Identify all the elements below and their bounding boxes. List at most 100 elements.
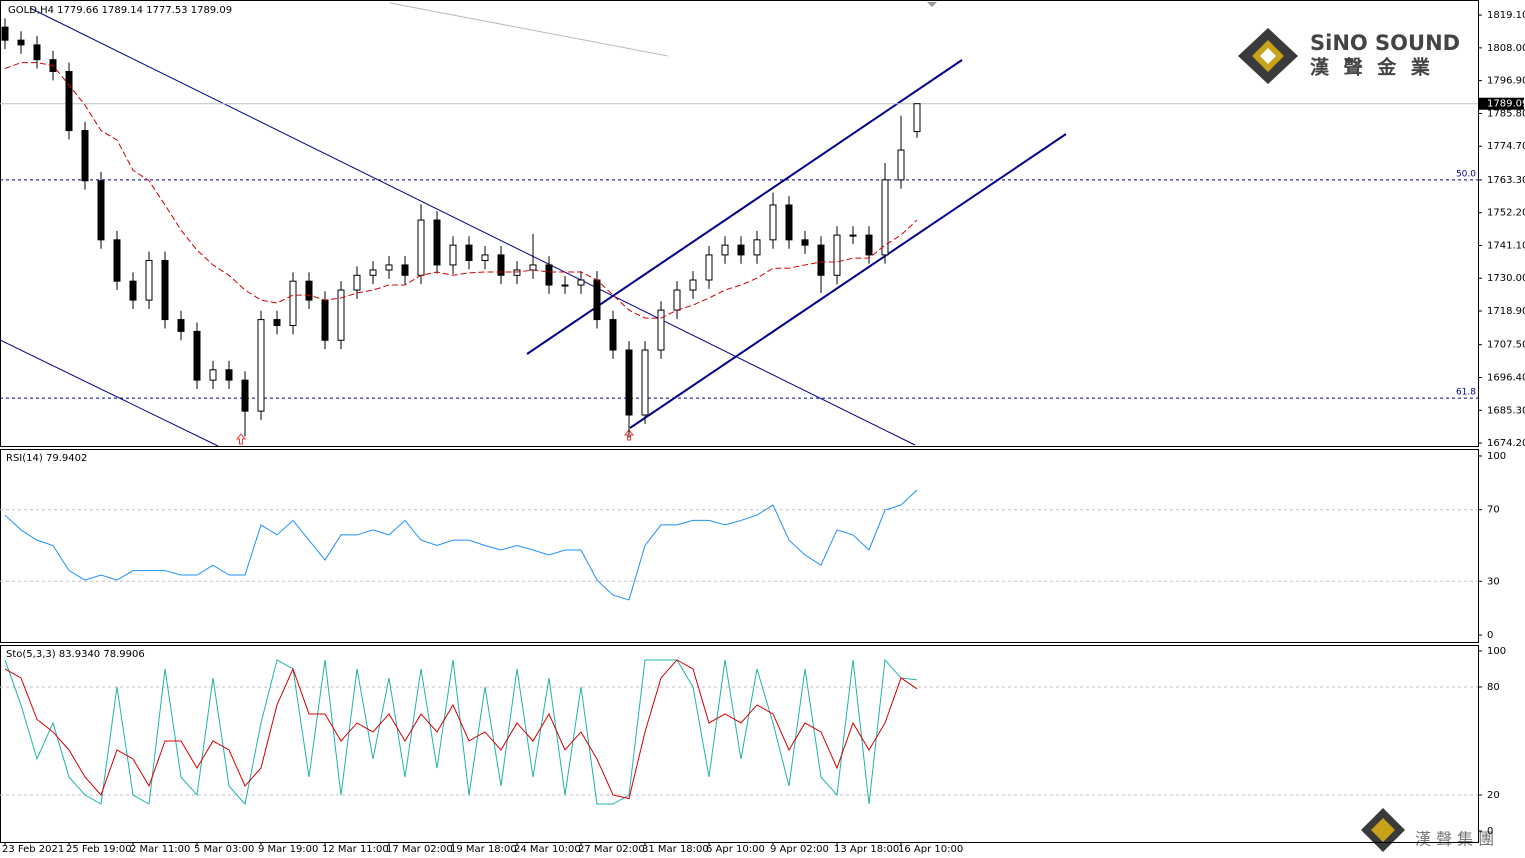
x-tick-label: 27 Mar 02:00 (578, 844, 645, 855)
candle-body (561, 284, 569, 287)
marker (927, 2, 937, 7)
y-tick-label: 100 (1487, 646, 1506, 657)
y-tick-label: 0 (1487, 630, 1493, 641)
watermark-name: SiNO SOUND (1310, 31, 1460, 55)
drawn-line (389, 2, 669, 57)
x-tick-label: 25 Feb 19:00 (66, 844, 132, 855)
candle-body (801, 239, 809, 246)
candle-body (817, 244, 825, 276)
candle-body (97, 180, 105, 241)
y-tick-label: 1819.10 (1487, 10, 1525, 21)
candle-body (337, 289, 345, 341)
indicator-line (4, 658, 918, 806)
chart-title: GOLD,H4 1779.66 1789.14 1777.53 1789.09 (8, 5, 232, 16)
candle-body (369, 269, 377, 276)
candle-body (737, 244, 745, 256)
candle-body (273, 319, 281, 326)
candle-body (689, 279, 697, 291)
candle-body (833, 234, 841, 276)
panel-title: RSI(14) 79.9402 (6, 453, 87, 464)
trendline (29, 7, 916, 446)
x-tick-label: 6 Apr 10:00 (706, 844, 765, 855)
y-tick-label: 100 (1487, 451, 1506, 462)
candle-body (145, 260, 153, 301)
panel-frame (0, 449, 1479, 643)
candle-body (193, 330, 201, 381)
candle-body (241, 379, 249, 412)
candle-body (209, 369, 217, 381)
candle-body (449, 244, 457, 266)
x-tick-label: 16 Apr 10:00 (898, 844, 963, 855)
candle-body (321, 299, 329, 341)
candle-body (513, 269, 521, 276)
x-tick-label: 13 Apr 18:00 (834, 844, 899, 855)
y-tick-label: 30 (1487, 576, 1500, 587)
indicator-line (4, 659, 918, 800)
candle-body (257, 319, 265, 412)
candle-body (673, 289, 681, 311)
candle-body (593, 279, 601, 321)
x-tick-label: 17 Mar 02:00 (386, 844, 453, 855)
y-tick-label: 0 (1487, 826, 1493, 837)
last-price-label: 1789.09 (1487, 99, 1525, 110)
candle-body (657, 309, 665, 351)
x-tick-label: 9 Mar 19:00 (258, 844, 318, 855)
y-tick-label: 1685.30 (1487, 405, 1525, 416)
y-tick-label: 1808.00 (1487, 43, 1525, 54)
candle-body (289, 280, 297, 326)
candle-body (305, 280, 313, 301)
panel-title: Sto(5,3,3) 83.9340 78.9906 (6, 649, 145, 660)
candle-body (81, 130, 89, 182)
candle-body (113, 239, 121, 282)
candle-body (609, 319, 617, 351)
footer-mark: 漢 聲 集 團 (1415, 830, 1494, 849)
y-tick-label: 1718.90 (1487, 306, 1525, 317)
candle-body (33, 44, 41, 61)
panel-frame (0, 645, 1479, 843)
candle-body (753, 239, 761, 256)
candle-body (225, 369, 233, 381)
candle-body (417, 219, 425, 276)
candle-body (401, 264, 409, 276)
x-tick-label: 5 Mar 03:00 (194, 844, 254, 855)
candle-body (705, 254, 713, 281)
x-tick-label: 9 Apr 02:00 (770, 844, 829, 855)
trendline (0, 339, 219, 447)
candle-body (65, 70, 73, 132)
x-tick-label: 12 Mar 11:00 (322, 844, 389, 855)
candle-body (721, 244, 729, 256)
candle-body (129, 280, 137, 301)
candle-body (577, 279, 585, 286)
candle-body (881, 179, 889, 256)
y-tick-label: 1774.70 (1487, 141, 1525, 152)
y-tick-label: 1796.90 (1487, 76, 1525, 87)
y-tick-label: 1696.40 (1487, 372, 1525, 383)
fib-label: 61.8 (1456, 388, 1476, 398)
y-tick-label: 70 (1487, 505, 1500, 516)
trendlines (0, 7, 1067, 447)
candle-body (481, 254, 489, 262)
candle-body (865, 234, 873, 256)
candle-body (497, 254, 505, 276)
candle-body (913, 103, 921, 133)
candle-body (17, 39, 25, 46)
watermark-subtitle: 漢 聲 金 業 (1310, 56, 1434, 79)
y-tick-label: 1763.30 (1487, 175, 1525, 186)
candle-body (545, 264, 553, 286)
y-tick-label: 1707.50 (1487, 340, 1525, 351)
y-tick-label: 1785.80 (1487, 108, 1525, 119)
candle-body (529, 264, 537, 271)
arrow-icon (235, 433, 247, 445)
channel-line (629, 133, 1067, 429)
candle-body (433, 219, 441, 266)
candle-body (785, 204, 793, 241)
fib-label: 50.0 (1456, 169, 1476, 179)
logo-diamond (1260, 48, 1276, 64)
candle-body (1, 26, 9, 41)
y-tick-label: 20 (1487, 790, 1500, 801)
x-tick-label: 24 Mar 10:00 (514, 844, 581, 855)
y-tick-label: 1741.10 (1487, 240, 1525, 251)
candle-body (641, 349, 649, 416)
x-tick-label: 2 Mar 11:00 (130, 844, 190, 855)
x-tick-label: 31 Mar 18:00 (642, 844, 709, 855)
